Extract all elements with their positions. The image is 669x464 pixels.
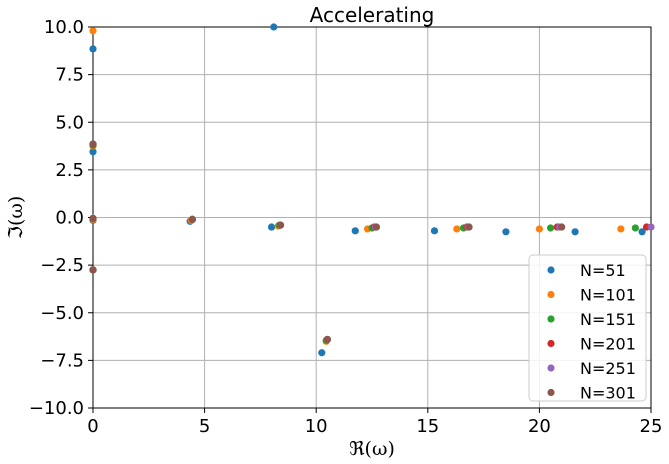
y-axis-label: ℑ(ω) (5, 196, 27, 240)
x-tick-label: 20 (528, 416, 551, 437)
legend-marker (547, 315, 555, 323)
point-series-6 (558, 223, 566, 231)
point-series-1 (638, 228, 646, 236)
legend-marker (547, 266, 555, 274)
legend-marker (547, 339, 555, 348)
point-series-1 (351, 227, 359, 235)
y-tick-label: −2.5 (40, 255, 84, 276)
point-series-1 (89, 148, 97, 156)
point-series-6 (372, 223, 381, 231)
point-series-2 (535, 225, 544, 233)
x-tick-label: 15 (416, 416, 439, 437)
x-tick-label: 10 (305, 416, 328, 437)
data-points (89, 23, 655, 357)
point-series-3 (546, 224, 555, 232)
y-axis: 10.0 7.5 5.0 2.5 0.0 −2.5 −5.0 −7.5 −10.0 (29, 17, 93, 419)
y-tick-label: 10.0 (44, 17, 84, 38)
point-series-1 (430, 227, 439, 235)
y-tick-label: −7.5 (40, 350, 84, 371)
y-tick-label: 2.5 (55, 160, 84, 181)
point-series-2 (617, 225, 625, 233)
legend-marker (547, 290, 555, 299)
legend-label: N=301 (580, 384, 636, 403)
legend-label: N=151 (580, 310, 636, 329)
y-tick-label: 7.5 (55, 65, 84, 86)
point-series-6 (89, 266, 97, 274)
y-tick-label: 0.0 (55, 208, 84, 229)
point-series-6 (89, 140, 97, 148)
point-series-6 (323, 335, 331, 344)
legend-marker (547, 364, 555, 372)
x-tick-label: 5 (199, 416, 210, 437)
point-series-6 (89, 214, 97, 223)
point-series-1 (89, 45, 97, 53)
legend-marker (547, 388, 555, 397)
point-series-6 (465, 223, 473, 231)
legend-label: N=51 (580, 261, 626, 280)
point-series-1 (318, 349, 326, 357)
point-series-1 (502, 228, 510, 236)
y-tick-label: 5.0 (55, 112, 84, 133)
x-tick-label: 25 (640, 416, 663, 437)
point-series-5 (647, 223, 655, 231)
point-series-1 (571, 228, 579, 236)
x-axis-label: ℜ(ω) (349, 438, 395, 460)
legend: N=51 N=101 N=151 N=201 N=251 N=301 (528, 254, 647, 403)
chart-title: Accelerating (310, 3, 435, 27)
x-tick-label: 0 (87, 416, 98, 437)
x-axis: 0 5 10 15 20 25 (87, 408, 662, 437)
point-series-6 (188, 215, 196, 224)
y-tick-label: −10.0 (29, 398, 84, 419)
legend-label: N=201 (580, 335, 636, 354)
point-series-2 (453, 225, 461, 233)
point-series-2 (89, 27, 97, 35)
point-series-6 (276, 221, 285, 229)
point-series-1 (267, 223, 276, 231)
legend-box (528, 254, 647, 402)
point-series-1 (270, 23, 278, 31)
y-tick-label: −5.0 (40, 303, 84, 324)
point-series-3 (631, 224, 639, 232)
legend-label: N=101 (580, 286, 636, 305)
legend-label: N=251 (580, 359, 636, 378)
